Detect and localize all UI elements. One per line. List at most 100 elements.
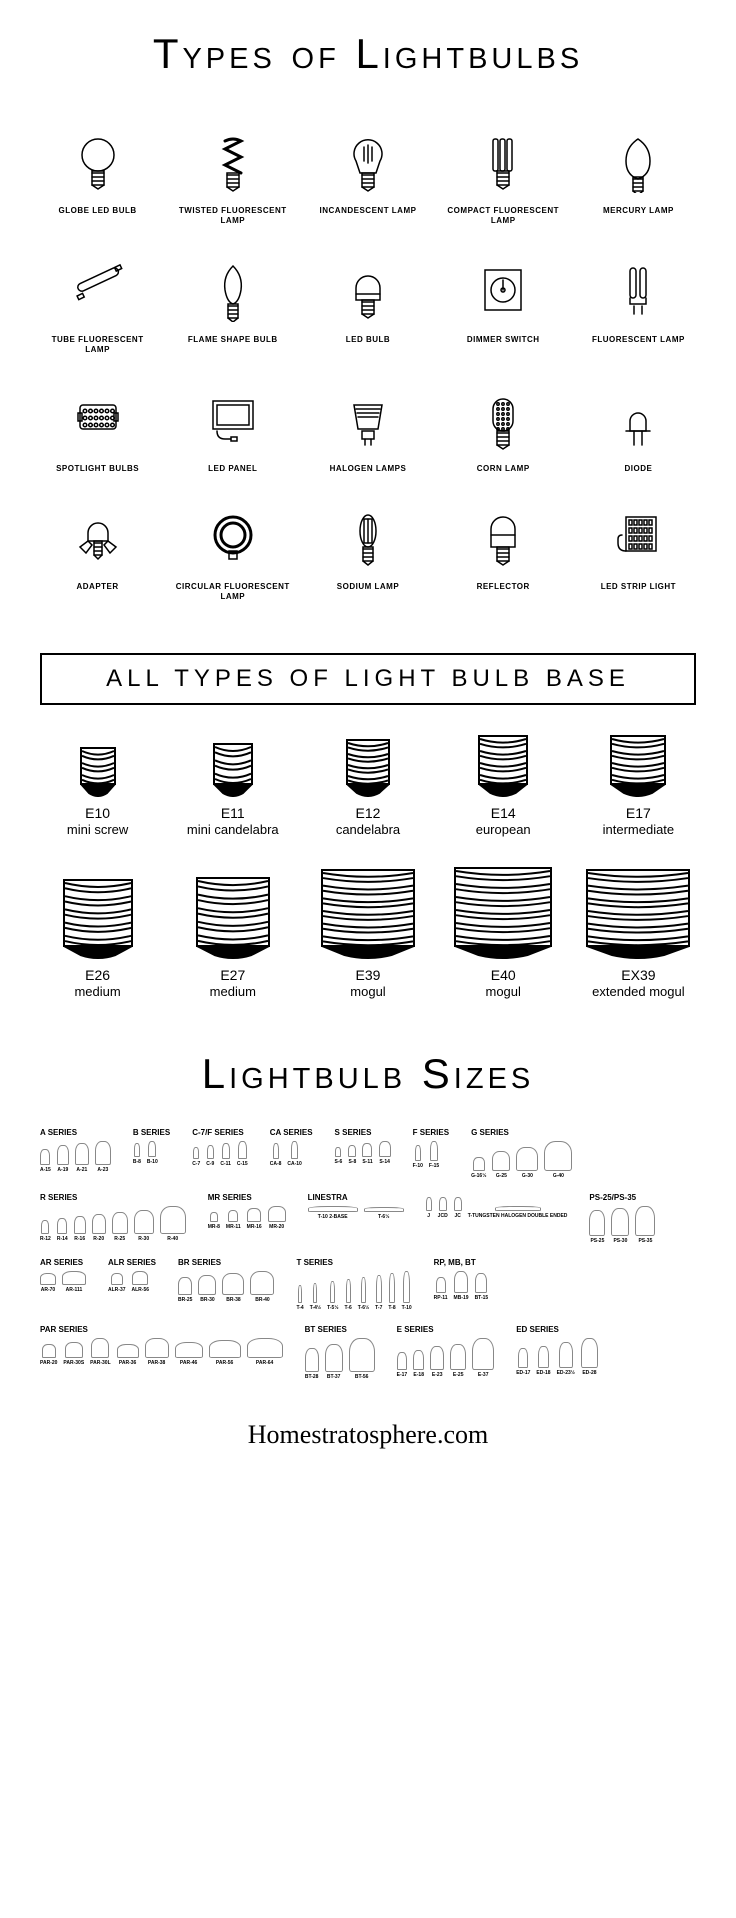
- bulb-shape-icon: [132, 1271, 148, 1285]
- size-label: PAR-36: [117, 1360, 139, 1366]
- size-label: R-20: [92, 1236, 106, 1242]
- bulb-shape-icon: [210, 1212, 218, 1222]
- size-item: CA-8: [270, 1143, 282, 1167]
- cfl-bar-icon: [446, 128, 561, 198]
- bulb-cell: MERCURY LAMP: [581, 128, 696, 227]
- size-item: J: [426, 1197, 432, 1219]
- bulb-shape-icon: [589, 1210, 605, 1236]
- size-item: C-11: [220, 1143, 231, 1167]
- bulb-shape-icon: [134, 1143, 140, 1157]
- corn-icon: [446, 386, 561, 456]
- bulb-shape-icon: [454, 1271, 468, 1293]
- size-item: ED-23½: [557, 1342, 575, 1376]
- size-series: BT SERIES BT-28 BT-37 BT-56: [305, 1325, 375, 1380]
- bulb-label: COMPACT FLUORESCENT LAMP: [446, 206, 561, 227]
- size-label: R-12: [40, 1236, 51, 1242]
- mercury-icon: [581, 128, 696, 198]
- size-item: ED-18: [536, 1346, 550, 1376]
- strip-icon: [581, 504, 696, 574]
- size-label: C-11: [220, 1161, 231, 1167]
- size-label: T-7: [375, 1305, 382, 1311]
- size-item: T-6½: [364, 1207, 404, 1220]
- bulb-shape-icon: [518, 1348, 528, 1368]
- bulb-shape-icon: [112, 1212, 128, 1234]
- size-item: G-30: [516, 1147, 538, 1179]
- screw-base-icon: [175, 743, 290, 797]
- bulb-cell: FLUORESCENT LAMP: [581, 257, 696, 356]
- circular-icon: [175, 504, 290, 574]
- bulb-shape-icon: [65, 1342, 83, 1358]
- sizes-title: Lightbulb Sizes: [40, 1050, 696, 1098]
- base-code: E14: [446, 805, 561, 822]
- bulb-label: HALOGEN LAMPS: [310, 464, 425, 474]
- base-code: EX39: [581, 967, 696, 984]
- bulb-shape-icon: [40, 1149, 50, 1165]
- size-item: PAR-30S: [63, 1342, 84, 1366]
- size-item: PAR-56: [209, 1340, 241, 1366]
- footer-credit: Homestratosphere.com: [40, 1410, 696, 1460]
- size-label: BT-56: [349, 1374, 375, 1380]
- bulb-cell: GLOBE LED BULB: [40, 128, 155, 227]
- size-label: BR-25: [178, 1297, 192, 1303]
- reflector-icon: [446, 504, 561, 574]
- bulb-label: LED STRIP LIGHT: [581, 582, 696, 592]
- bulb-shape-icon: [361, 1277, 366, 1303]
- size-item: S-11: [362, 1143, 372, 1165]
- bulb-shape-icon: [403, 1271, 410, 1303]
- adapter-icon: [40, 504, 155, 574]
- size-series: A SERIES A-15 A-19 A-21 A-23: [40, 1128, 111, 1179]
- series-title: G SERIES: [471, 1128, 572, 1137]
- size-label: T-6: [345, 1305, 352, 1311]
- bulb-label: DIMMER SWITCH: [446, 335, 561, 345]
- size-label: PS-30: [611, 1238, 629, 1244]
- size-item: BT-15: [475, 1273, 489, 1301]
- flame-icon: [175, 257, 290, 327]
- series-title: PAR SERIES: [40, 1325, 283, 1334]
- size-series: S SERIES S-6 S-8 S-11 S-14: [335, 1128, 391, 1179]
- bulb-shape-icon: [298, 1285, 302, 1303]
- bulb-shape-icon: [364, 1207, 404, 1212]
- bulb-cell: FLAME SHAPE BULB: [175, 257, 290, 356]
- size-item: R-14: [57, 1218, 68, 1242]
- size-label: G-40: [544, 1173, 572, 1179]
- bulb-shape-icon: [430, 1346, 444, 1370]
- size-item: C-9: [206, 1145, 214, 1167]
- bulb-shape-icon: [538, 1346, 549, 1368]
- size-item: AR-70: [40, 1273, 56, 1293]
- bulb-label: GLOBE LED BULB: [40, 206, 155, 216]
- bulb-shape-icon: [362, 1143, 372, 1157]
- size-series: G SERIES G-16½ G-25 G-30 G-40: [471, 1128, 572, 1179]
- size-label: T-TUNGSTEN HALOGEN DOUBLE ENDED: [468, 1213, 568, 1219]
- series-title: PS-25/PS-35: [589, 1193, 655, 1202]
- screw-base-icon: [40, 747, 155, 797]
- base-code: E12: [310, 805, 425, 822]
- size-label: J: [426, 1213, 432, 1219]
- bulb-shape-icon: [250, 1271, 274, 1295]
- size-series: MR SERIES MR-8 MR-11 MR-16 MR-20: [208, 1193, 286, 1244]
- size-series: AR SERIES AR-70 AR-111: [40, 1258, 86, 1311]
- size-label: CA-10: [287, 1161, 301, 1167]
- screw-base-icon: [581, 869, 696, 959]
- bulb-label: CIRCULAR FLUORESCENT LAMP: [175, 582, 290, 603]
- size-item: T-TUNGSTEN HALOGEN DOUBLE ENDED: [468, 1206, 568, 1219]
- bulb-shape-icon: [209, 1340, 241, 1358]
- size-item: R-30: [134, 1210, 154, 1242]
- size-item: PAR-30L: [90, 1338, 110, 1366]
- size-item: PAR-64: [247, 1338, 283, 1366]
- bulb-shape-icon: [291, 1141, 298, 1159]
- base-code: E10: [40, 805, 155, 822]
- bulb-cell: COMPACT FLUORESCENT LAMP: [446, 128, 561, 227]
- size-series: C-7/F SERIES C-7 C-9 C-11 C-15: [192, 1128, 248, 1179]
- bulb-shape-icon: [516, 1147, 538, 1171]
- bulb-shape-icon: [273, 1143, 279, 1159]
- size-series: PS-25/PS-35 PS-25 PS-30 PS-35: [589, 1193, 655, 1244]
- size-label: R-30: [134, 1236, 154, 1242]
- screw-base-icon: [175, 877, 290, 959]
- base-name: european: [446, 822, 561, 838]
- dimmer-icon: [446, 257, 561, 327]
- size-label: G-16½: [471, 1173, 486, 1179]
- size-item: ALR-56: [132, 1271, 150, 1293]
- bulb-shape-icon: [91, 1338, 109, 1358]
- bulb-cell: SODIUM LAMP: [310, 504, 425, 603]
- size-label: B-8: [133, 1159, 141, 1165]
